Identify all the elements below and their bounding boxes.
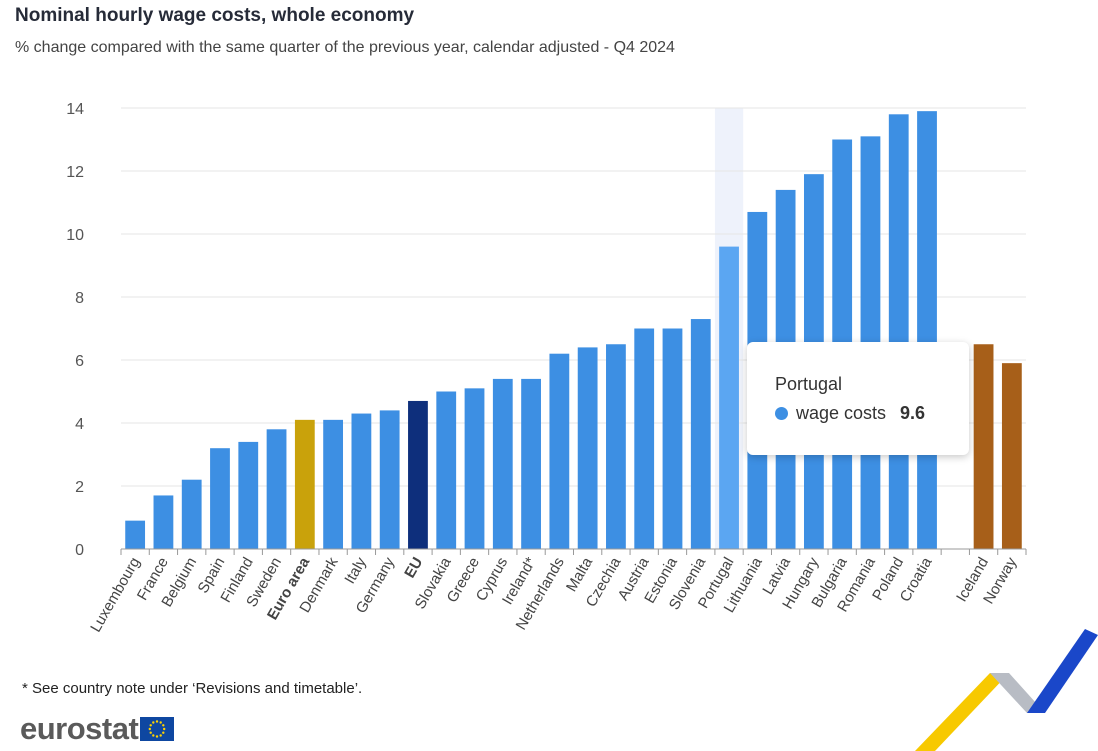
- bar[interactable]: [294, 419, 315, 549]
- chart-subtitle: % change compared with the same quarter …: [15, 39, 675, 56]
- bar[interactable]: [181, 479, 202, 549]
- y-tick-label: 14: [66, 101, 84, 118]
- chart-title: Nominal hourly wage costs, whole economy: [15, 5, 415, 26]
- bar[interactable]: [351, 413, 372, 549]
- decorative-ribbon-icon: [915, 629, 1098, 751]
- tooltip-country: Portugal: [775, 374, 843, 394]
- bar[interactable]: [662, 328, 683, 550]
- bar[interactable]: [379, 410, 400, 549]
- x-tick-label: EU: [401, 555, 426, 582]
- tooltip-value: 9.6: [900, 403, 926, 423]
- y-tick-label: 4: [75, 416, 84, 433]
- bar[interactable]: [125, 520, 146, 549]
- x-tick-label: Italy: [341, 554, 370, 587]
- bar[interactable]: [606, 344, 626, 549]
- bar[interactable]: [436, 391, 457, 550]
- y-tick-label: 8: [75, 290, 84, 307]
- eurostat-logo[interactable]: eurostat: [20, 711, 175, 747]
- bar[interactable]: [323, 419, 344, 549]
- chart-tooltip: Portugal wage costs 9.6: [747, 342, 969, 455]
- bar[interactable]: [521, 378, 541, 549]
- bar[interactable]: [690, 319, 711, 549]
- tooltip-series-label: wage costs: [796, 403, 887, 423]
- bar[interactable]: [266, 429, 287, 549]
- bar[interactable]: [238, 441, 259, 549]
- bar-chart[interactable]: 02468101214LuxembourgFranceBelgiumSpainF…: [0, 0, 1098, 670]
- logo-text: eurostat: [20, 711, 139, 746]
- bar[interactable]: [210, 448, 230, 549]
- eu-flag-icon: [140, 717, 175, 741]
- y-tick-label: 12: [66, 164, 84, 181]
- bar[interactable]: [888, 114, 909, 550]
- bar[interactable]: [464, 388, 485, 549]
- bar[interactable]: [549, 353, 570, 549]
- bar[interactable]: [719, 246, 739, 549]
- bar[interactable]: [492, 378, 513, 549]
- y-tick-label: 2: [75, 479, 84, 496]
- bar[interactable]: [1001, 363, 1022, 549]
- tooltip-row: wage costs 9.6: [775, 403, 925, 424]
- bar[interactable]: [917, 111, 937, 550]
- bar[interactable]: [634, 328, 655, 550]
- y-tick-label: 6: [75, 353, 84, 370]
- footnote: * See country note under ‘Revisions and …: [22, 680, 363, 697]
- bar[interactable]: [577, 347, 598, 549]
- bar[interactable]: [153, 495, 174, 549]
- y-tick-label: 10: [66, 227, 84, 244]
- bar[interactable]: [408, 400, 428, 549]
- series-dot-icon: [775, 407, 788, 420]
- bar[interactable]: [973, 344, 994, 549]
- y-tick-label: 0: [75, 542, 84, 559]
